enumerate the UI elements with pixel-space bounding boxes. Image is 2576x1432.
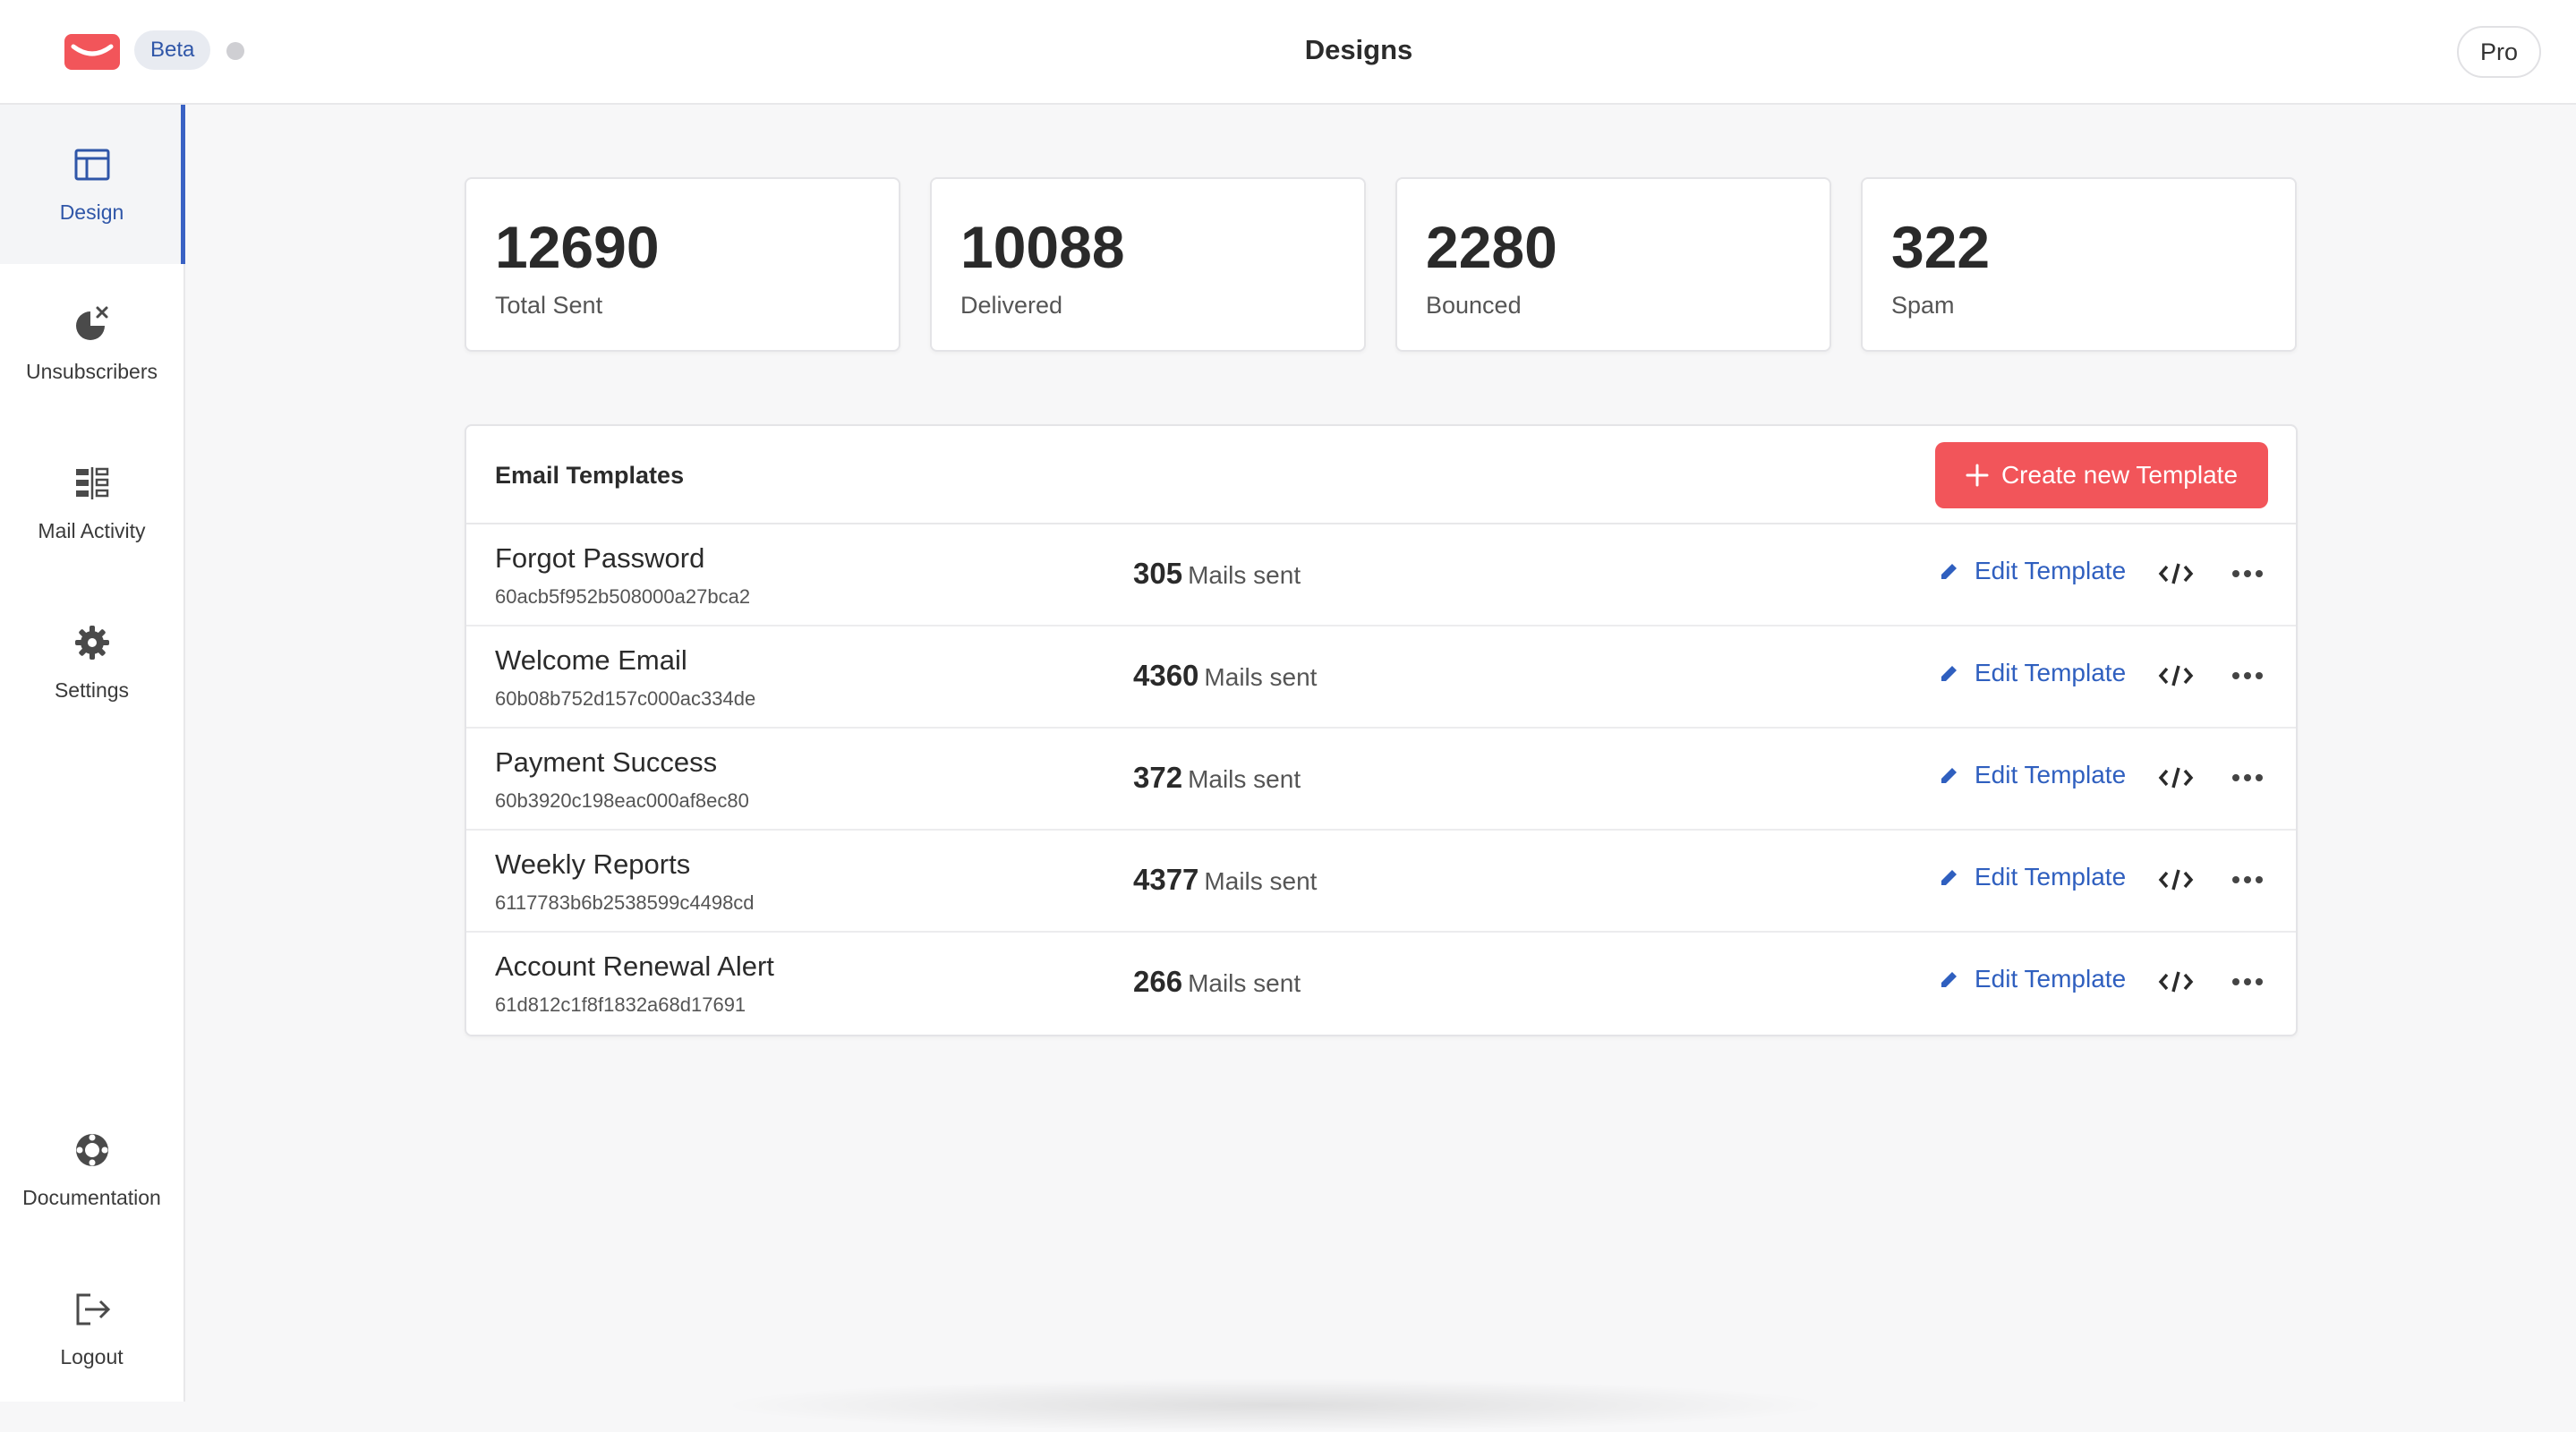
create-template-label: Create new Template (2000, 461, 2239, 489)
stat-card-spam: 322 Spam (1861, 177, 2297, 352)
layout-icon (74, 149, 109, 180)
template-name: Weekly Reports (495, 848, 691, 880)
code-icon[interactable] (2158, 866, 2194, 893)
more-options-icon[interactable] (2230, 968, 2265, 995)
sidebar-item-label: Design (59, 200, 124, 224)
pencil-icon (1941, 768, 1957, 783)
stat-value: 2280 (1426, 214, 1557, 280)
pro-button[interactable]: Pro (2457, 26, 2541, 78)
beta-badge: Beta (134, 30, 211, 70)
plus-icon (1966, 464, 1989, 487)
gear-icon (74, 625, 109, 660)
table-row: Weekly Reports 6117783b6b2538599c4498cd … (466, 831, 2296, 933)
mails-sent-count: 305 Mails sent (1133, 557, 1301, 591)
table-row: Account Renewal Alert 61d812c1f8f1832a68… (466, 933, 2296, 1035)
count-number: 372 (1133, 761, 1183, 794)
template-name: Account Renewal Alert (495, 950, 774, 982)
panel-header: Email Templates Create new Template (466, 426, 2296, 524)
sidebar-item-logout[interactable]: Logout (0, 1249, 183, 1409)
template-id: 60acb5f952b508000a27bca2 (495, 585, 751, 608)
edit-template-label: Edit Template (1975, 557, 2127, 584)
count-number: 4377 (1133, 863, 1199, 896)
edit-template-label: Edit Template (1975, 863, 2127, 891)
template-id: 6117783b6b2538599c4498cd (495, 891, 755, 914)
stat-value: 322 (1891, 214, 1991, 280)
stat-label: Delivered (960, 292, 1063, 319)
edit-template-link[interactable]: Edit Template (1939, 965, 2126, 993)
sidebar-item-label: Mail Activity (38, 518, 146, 542)
stat-label: Spam (1891, 292, 1955, 319)
logout-icon (76, 1293, 110, 1325)
code-icon[interactable] (2158, 662, 2194, 689)
count-suffix: Mails sent (1204, 663, 1318, 691)
stat-label: Bounced (1426, 292, 1522, 319)
pencil-icon (1941, 870, 1957, 885)
status-dot (226, 42, 244, 60)
edit-template-label: Edit Template (1975, 761, 2127, 788)
sidebar-item-documentation[interactable]: Documentation (0, 1090, 183, 1249)
page-title: Designs (1304, 34, 1413, 65)
pencil-icon (1941, 666, 1957, 681)
template-name: Payment Success (495, 746, 718, 778)
stat-card-bounced: 2280 Bounced (1395, 177, 1831, 352)
stat-label: Total Sent (495, 292, 603, 319)
count-number: 4360 (1133, 659, 1199, 692)
more-options-icon[interactable] (2230, 662, 2265, 689)
template-name: Welcome Email (495, 644, 687, 676)
mails-sent-count: 266 Mails sent (1133, 965, 1301, 999)
panel-title: Email Templates (495, 462, 685, 489)
edit-template-link[interactable]: Edit Template (1939, 761, 2126, 789)
edit-template-label: Edit Template (1975, 965, 2127, 993)
code-icon[interactable] (2158, 968, 2194, 995)
table-row: Welcome Email 60b08b752d157c000ac334de 4… (466, 626, 2296, 729)
sidebar-item-label: Documentation (22, 1185, 161, 1209)
stat-value: 10088 (960, 214, 1125, 280)
more-options-icon[interactable] (2230, 560, 2265, 587)
sidebar-item-label: Unsubscribers (26, 359, 158, 383)
code-icon[interactable] (2158, 560, 2194, 587)
edit-template-link[interactable]: Edit Template (1939, 863, 2126, 891)
mails-sent-count: 4360 Mails sent (1133, 659, 1317, 693)
template-id: 60b3920c198eac000af8ec80 (495, 789, 749, 812)
top-bar: Beta Designs Pro (0, 0, 2576, 105)
unsubscribe-icon (75, 306, 107, 340)
pencil-icon (1941, 972, 1957, 987)
more-options-icon[interactable] (2230, 866, 2265, 893)
template-id: 61d812c1f8f1832a68d17691 (495, 993, 746, 1016)
sidebar-item-settings[interactable]: Settings (0, 583, 183, 742)
stat-card-total-sent: 12690 Total Sent (465, 177, 900, 352)
code-icon[interactable] (2158, 764, 2194, 791)
table-row: Forgot Password 60acb5f952b508000a27bca2… (466, 524, 2296, 626)
email-templates-panel: Email Templates Create new Template Forg… (465, 424, 2298, 1036)
mails-sent-count: 4377 Mails sent (1133, 863, 1317, 897)
table-row: Payment Success 60b3920c198eac000af8ec80… (466, 729, 2296, 831)
logo[interactable] (64, 34, 120, 70)
count-number: 266 (1133, 965, 1183, 998)
pencil-icon (1941, 564, 1957, 579)
stat-card-delivered: 10088 Delivered (930, 177, 1366, 352)
sidebar-item-design[interactable]: Design (0, 105, 185, 264)
mails-sent-count: 372 Mails sent (1133, 761, 1301, 795)
template-name: Forgot Password (495, 542, 705, 574)
template-id: 60b08b752d157c000ac334de (495, 687, 756, 710)
create-template-button[interactable]: Create new Template (1935, 442, 2268, 508)
sidebar-item-mail-activity[interactable]: Mail Activity (0, 423, 183, 583)
count-number: 305 (1133, 557, 1183, 590)
sidebar-item-label: Logout (60, 1344, 124, 1368)
edit-template-link[interactable]: Edit Template (1939, 659, 2126, 687)
lifebuoy-icon (75, 1133, 108, 1166)
sidebar: Design Unsubscribers Mail Activity (0, 105, 185, 1402)
bottom-shadow (716, 1378, 1835, 1432)
count-suffix: Mails sent (1188, 765, 1301, 793)
count-suffix: Mails sent (1188, 969, 1301, 997)
sidebar-item-label: Settings (54, 678, 130, 702)
count-suffix: Mails sent (1204, 867, 1318, 895)
more-options-icon[interactable] (2230, 764, 2265, 791)
mail-activity-icon (75, 466, 108, 499)
edit-template-label: Edit Template (1975, 659, 2127, 686)
sidebar-item-unsubscribers[interactable]: Unsubscribers (0, 264, 183, 423)
stat-value: 12690 (495, 214, 660, 280)
edit-template-link[interactable]: Edit Template (1939, 557, 2126, 585)
count-suffix: Mails sent (1188, 561, 1301, 589)
